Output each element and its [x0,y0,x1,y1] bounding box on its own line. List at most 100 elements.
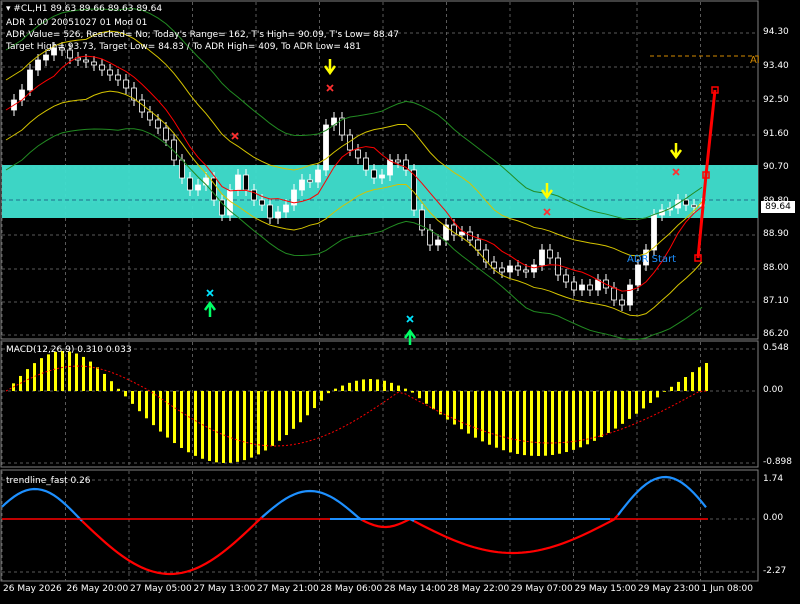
macd-bar [488,391,491,445]
candle-body [651,214,657,251]
macd-bar [481,391,484,442]
candle-body [515,265,521,271]
macd-bar [124,391,127,397]
macd-bar [229,391,232,463]
candle-body [435,239,441,246]
trendline-title: trendline_fast 0.26 [6,476,91,486]
time-axis-label: 28 May 06:00 [320,584,383,594]
candle-body [123,79,129,89]
candle-body [211,177,217,201]
macd-bar [166,391,169,438]
candle-body [563,274,569,283]
price-tick-label: 87.10 [763,296,789,306]
macd-bar [614,391,617,429]
macd-bar [495,391,498,448]
candle-body [443,224,449,241]
candle-body [355,149,361,159]
macd-bar [635,391,638,414]
projection-node [711,86,719,94]
candle-body [363,157,369,171]
macd-bar [54,351,57,391]
candle-body [339,117,345,136]
candle-body [99,64,105,71]
macd-bar [537,391,540,456]
down-arrow-yellow-icon [323,59,337,76]
macd-bar [523,391,526,456]
macd-bar [558,391,561,454]
candle-body [547,249,553,259]
macd-bar [362,379,365,391]
cross-red-icon [231,132,239,140]
macd-tick-label: 0.00 [763,385,784,395]
current-price-box: 89.64 [761,201,795,213]
macd-bar [593,391,596,441]
macd-bar [131,391,134,404]
macd-bar [117,388,120,391]
macd-bar [677,381,680,391]
macd-bar [341,385,344,391]
macd-bar [236,391,239,462]
macd-bar [243,391,246,461]
macd-bar [299,391,302,423]
macd-bar [327,391,330,394]
macd-bar [250,391,253,458]
macd-bar [551,391,554,455]
macd-bar [390,382,393,391]
time-axis-label: 29 May 07:00 [511,584,573,594]
down-arrow-yellow-icon [669,143,683,160]
projection-line [696,89,717,259]
macd-bar [579,391,582,448]
time-axis-label: 29 May 15:00 [574,584,637,594]
cross-red-icon [672,168,680,176]
macd-bar [306,391,309,416]
price-tick-label: 91.60 [763,129,789,139]
dropdown-icon[interactable]: ▾ [6,4,14,14]
candle-body [499,267,505,273]
candle-body [371,169,377,179]
adr-line: ADR 1.00 20051027 01 Mod 01 [6,18,148,28]
trendline-panel-frame [0,469,759,582]
candle-body [683,199,689,206]
candle-body [531,264,537,273]
macd-bar [565,391,568,453]
time-axis-label: 27 May 05:00 [130,584,192,594]
macd-bar [187,391,190,453]
candle-body [275,211,281,219]
time-axis-label: 28 May 14:00 [384,584,446,594]
macd-bar [271,391,274,446]
macd-bar [418,391,421,399]
candle-body [163,127,169,141]
target-line: Target High= 93.73, Target Low= 84.83 / … [6,42,361,52]
macd-bar [110,381,113,391]
macd-bar [285,391,288,436]
candle-body [491,261,497,269]
candle-body [219,199,225,216]
trend-up-line [261,489,363,521]
macd-bar [502,391,505,451]
macd-bar [145,391,148,419]
macd-bar [460,391,463,430]
macd-bar [467,391,470,434]
macd-bar [397,385,400,391]
candle-body [283,204,289,213]
macd-bar [33,363,36,391]
candle-body [195,184,201,191]
price-tick-label: 86.20 [763,329,789,339]
time-axis-label: 1 Jun 08:00 [701,584,753,594]
macd-bar [320,391,323,401]
time-axis-label: 27 May 21:00 [257,584,319,594]
candle-body [187,177,193,191]
candle-body [35,59,41,71]
price-tick-label: 93.40 [763,61,789,71]
macd-bar [544,391,547,456]
band-yellow-lower [5,90,703,317]
macd-bar [509,391,512,453]
macd-bar [425,391,428,404]
macd-bar [516,391,519,454]
macd-bar [621,391,624,424]
macd-bar [152,391,155,426]
price-tick-label: 88.90 [763,229,789,239]
candle-body [27,69,33,91]
